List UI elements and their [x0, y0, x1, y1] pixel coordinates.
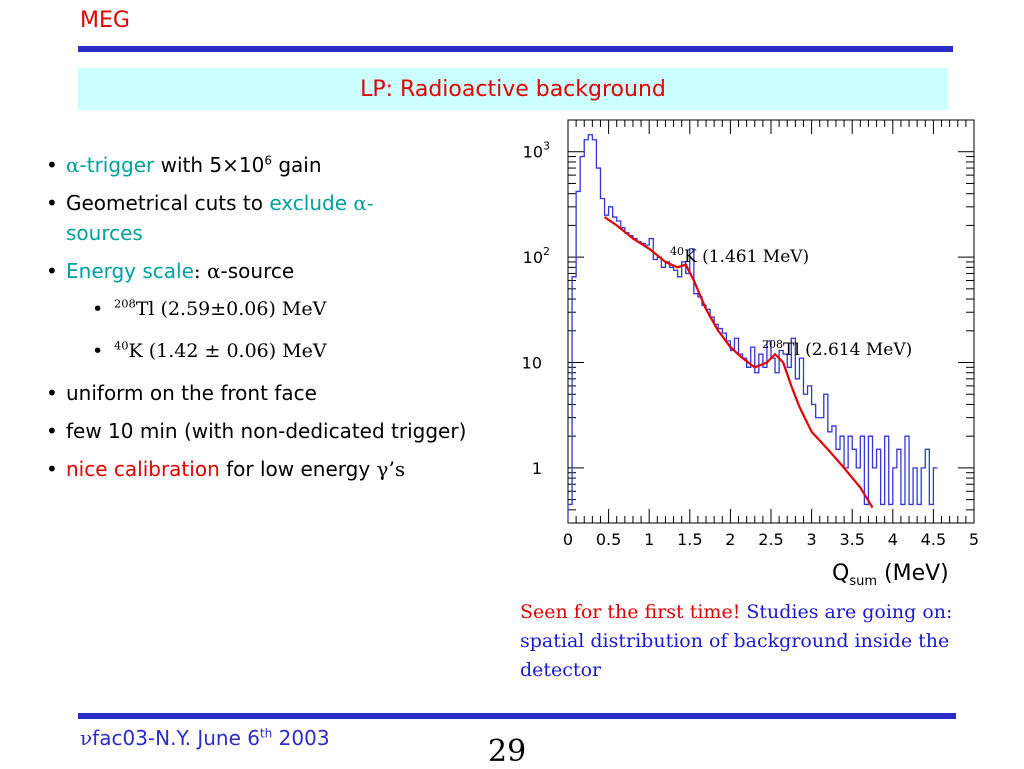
x-tick-label: 2 [725, 530, 735, 549]
bullet-dot: • [46, 153, 58, 177]
bullet-dot: • [46, 419, 58, 443]
source-text: -source [220, 259, 295, 283]
alpha-symbol: α [207, 259, 221, 283]
gain-text: with 5×10 [154, 153, 265, 177]
bullet-dot: • [46, 381, 58, 405]
x-tick-label: 3.5 [839, 530, 864, 549]
bullet-dot: • [92, 340, 104, 362]
uniform-text: uniform on the front face [66, 381, 317, 405]
exclude-text: exclude [269, 191, 354, 215]
energy-spectrum-chart: Qsum (MeV) 0 0.5 1 1.5 2 2.5 3 3.5 4 4.5 5 103 102 10… [512, 110, 988, 595]
bottom-rule [78, 713, 956, 719]
k40-energy: K (1.42 ± 0.06) MeV [128, 340, 327, 362]
footer-text: νfac03-N.Y. June 6th 2003 [80, 726, 330, 750]
bullet-uniform: • uniform on the front face [42, 378, 482, 408]
nu-symbol: ν [80, 726, 93, 750]
sub-bullet-tl208: • 208Tl (2.59±0.06) MeV [42, 294, 482, 324]
isotope-mass: 208 [114, 296, 136, 311]
chart-caption: Seen for the first time! Studies are goi… [520, 598, 990, 685]
fit-curve-series [603, 216, 874, 509]
bullet-energy-scale: • Energy scale: α-source [42, 256, 482, 286]
annotation-k40: 40K (1.461 MeV) [670, 245, 809, 267]
gamma-symbol: γ’s [376, 457, 406, 481]
plot-frame [567, 119, 975, 524]
tl208-energy: Tl (2.59±0.06) MeV [135, 298, 327, 320]
x-tick-label: 0 [563, 530, 573, 549]
caption-exclamation: ! [732, 601, 747, 623]
y-tick-label: 103 [523, 140, 550, 162]
page-number: 29 [488, 734, 527, 769]
isotope-mass: 40 [114, 338, 129, 353]
histogram-series [567, 134, 938, 523]
x-tick-label: 4 [888, 530, 898, 549]
energy-scale-text: Energy scale [66, 259, 194, 283]
bullet-nice-calibration: • nice calibration for low energy γ’s [42, 454, 482, 484]
alpha-symbol: α- [353, 191, 374, 215]
annotation-tl208: 208Tl (2.614 MeV) [762, 338, 912, 360]
trigger-text: -trigger [79, 153, 155, 177]
nice-calibration-text: nice calibration [66, 457, 220, 481]
x-tick-label: 1 [644, 530, 654, 549]
x-axis-label-sub: sum [849, 574, 877, 589]
y-tick-label: 1 [532, 459, 542, 478]
top-rule [78, 46, 953, 52]
x-axis-label-unit: (MeV) [877, 561, 949, 586]
bullet-list: • α-trigger with 5×106 gain • Geometrica… [42, 150, 482, 492]
gain-exponent: 6 [264, 153, 272, 168]
bullet-few-min: • few 10 min (with non-dedicated trigger… [42, 416, 482, 446]
bullet-geometrical-cuts: • Geometrical cuts to exclude α-sources [42, 188, 482, 248]
caption-studies: Studies are going on: spatial distributi… [520, 601, 953, 681]
slide-title: LP: Radioactive background [360, 77, 666, 102]
x-axis-label-q: Q [832, 561, 849, 586]
annotation-k40-mass: 40 [670, 245, 684, 258]
x-tick-label: 3 [807, 530, 817, 549]
x-tick-label: 2.5 [758, 530, 783, 549]
x-tick-label: 4.5 [921, 530, 946, 549]
y-tick-label: 10 [522, 354, 542, 373]
sources-text: sources [66, 221, 143, 245]
alpha-symbol: α [66, 153, 80, 177]
x-tick-label: 0.5 [596, 530, 621, 549]
caption-first-time: Seen for the first time [520, 601, 733, 623]
footer-year: 2003 [272, 726, 330, 750]
gain-label: gain [272, 153, 322, 177]
bullet-alpha-trigger: • α-trigger with 5×106 gain [42, 150, 482, 180]
footer-conference: fac03-N.Y. June 6 [92, 726, 260, 750]
sub-bullet-k40: • 40K (1.42 ± 0.06) MeV [42, 336, 482, 366]
geometrical-cuts-text: Geometrical cuts to [66, 191, 270, 215]
bullet-dot: • [46, 457, 58, 481]
footer-ordinal: th [259, 726, 273, 741]
bullet-dot: • [92, 298, 104, 320]
x-axis-label: Qsum (MeV) [832, 561, 949, 589]
colon: : [193, 259, 208, 283]
annotation-tl208-text: Tl (2.614 MeV) [783, 340, 912, 360]
x-tick-label: 1.5 [677, 530, 702, 549]
annotation-k40-text: K (1.461 MeV) [684, 247, 809, 267]
low-energy-text: for low energy [219, 457, 377, 481]
bullet-dot: • [46, 191, 58, 215]
title-box: LP: Radioactive background [78, 68, 948, 110]
chart-svg: Qsum (MeV) 0 0.5 1 1.5 2 2.5 3 3.5 4 4.5 5 103 102 10… [522, 119, 979, 589]
annotation-tl208-mass: 208 [762, 338, 783, 351]
y-tick-label: 102 [523, 245, 550, 267]
x-tick-label: 5 [969, 530, 979, 549]
few-min-text: few 10 min (with non-dedicated trigger) [66, 419, 467, 443]
bullet-dot: • [46, 259, 58, 283]
header-label: MEG [80, 8, 130, 33]
